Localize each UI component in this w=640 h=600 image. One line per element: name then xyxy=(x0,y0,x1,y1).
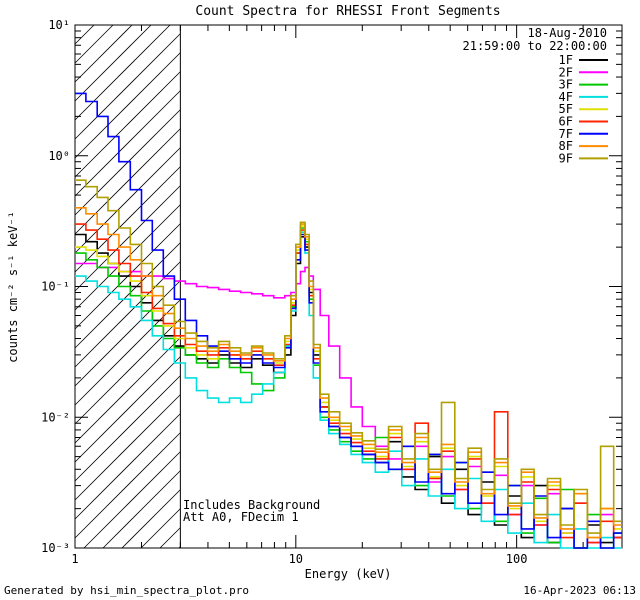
legend-label-7F: 7F xyxy=(559,127,573,141)
legend-item-2F: 2F xyxy=(559,65,608,79)
legend-item-5F: 5F xyxy=(559,102,608,116)
legend-item-6F: 6F xyxy=(559,115,608,129)
legend-label-1F: 1F xyxy=(559,53,573,67)
legend-item-9F: 9F xyxy=(559,151,608,165)
legend-item-1F: 1F xyxy=(559,53,608,67)
observation-time-range: 21:59:00 to 22:00:00 xyxy=(463,39,608,53)
series-5F-line xyxy=(75,225,622,539)
legend-item-4F: 4F xyxy=(559,90,608,104)
x-tick-label: 100 xyxy=(506,552,528,566)
chart-title: Count Spectra for RHESSI Front Segments xyxy=(195,4,500,19)
legend-label-9F: 9F xyxy=(559,151,573,165)
y-tick-label: 10⁻¹ xyxy=(41,280,70,294)
y-tick-label: 10⁻² xyxy=(41,410,70,424)
y-tick-label: 10¹ xyxy=(48,18,70,32)
series-2F-line xyxy=(75,262,622,544)
series-6F-line xyxy=(75,223,622,544)
legend-item-8F: 8F xyxy=(559,139,608,153)
footer-generated-by: Generated by hsi_min_spectra_plot.pro xyxy=(4,584,249,597)
series-8F-line xyxy=(75,207,622,539)
legend-item-7F: 7F xyxy=(559,127,608,141)
legend-label-6F: 6F xyxy=(559,115,573,129)
x-axis-title: Energy (keV) xyxy=(305,567,392,581)
tick-labels: 1 10 100 10⁻³ 10⁻² 10⁻¹ 10⁰ 10¹ xyxy=(41,18,527,566)
plot-generated-layer: 1 10 100 10⁻³ 10⁻² 10⁻¹ 10⁰ 10¹ 1F2F3F4F5F6F7F8F… xyxy=(41,18,623,566)
series-4F-line xyxy=(75,231,622,549)
x-tick-label: 10 xyxy=(289,552,303,566)
y-tick-label: 10⁰ xyxy=(48,149,70,163)
y-axis-title: counts cm⁻² s⁻¹ keV⁻¹ xyxy=(6,211,20,363)
y-tick-label: 10⁻³ xyxy=(41,541,70,555)
x-tick-label: 1 xyxy=(71,552,78,566)
legend-item-3F: 3F xyxy=(559,78,608,92)
legend-label-4F: 4F xyxy=(559,90,573,104)
series-9F-line xyxy=(75,179,622,534)
observation-date: 18-Aug-2010 xyxy=(528,26,607,40)
attenuated-region-hatch xyxy=(74,24,181,549)
annotation-attenuator-state: Att A0, FDecim 1 xyxy=(183,510,299,524)
series-1F-line xyxy=(75,233,622,549)
legend-label-3F: 3F xyxy=(559,78,573,92)
legend-label-2F: 2F xyxy=(559,65,573,79)
spectra-series xyxy=(75,92,622,549)
legend-label-8F: 8F xyxy=(559,139,573,153)
annotation-includes-background: Includes Background xyxy=(183,498,320,512)
footer-timestamp: 16-Apr-2023 06:13 xyxy=(523,584,636,597)
legend-label-5F: 5F xyxy=(559,102,573,116)
